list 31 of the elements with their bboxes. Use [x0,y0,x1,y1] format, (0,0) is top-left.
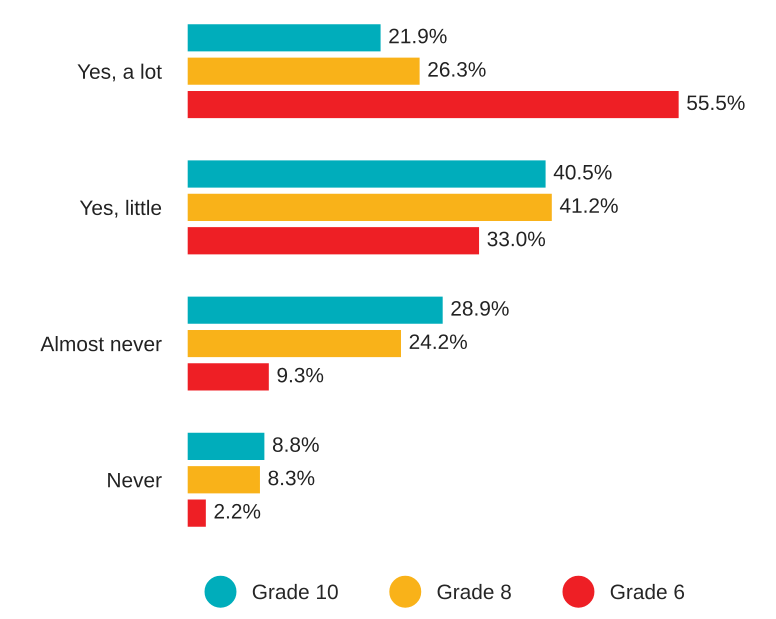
data-label: 55.5% [687,95,745,110]
bar [187,22,382,53]
data-label: 21.9% [389,28,447,44]
legend-label: Grade 8 [438,584,511,600]
data-label: 40.5% [554,164,612,180]
bar [187,464,262,495]
bar [187,90,680,120]
y-tick-label: Almost never [40,336,162,352]
data-label: 33.0% [487,232,546,246]
bar [187,431,266,462]
data-label: 8.3% [268,470,314,486]
data-label: 9.3% [277,368,324,382]
data-label: 8.8% [272,437,319,452]
bar [187,362,270,392]
data-label: 41.2% [560,198,618,213]
bar [187,226,480,256]
bar [187,498,208,528]
bar [187,295,444,326]
data-label: 24.2% [410,334,467,350]
bar [187,328,402,359]
data-label: 2.2% [214,504,260,519]
y-tick-label: Yes, a lot [78,64,162,82]
data-label: 26.3% [428,62,486,77]
legend-label: Grade 10 [252,584,338,600]
legend-label: Grade 6 [610,584,684,600]
bar [187,159,547,189]
bar [187,56,422,86]
y-tick-label: Never [108,472,162,488]
y-tick-label: Yes, little [80,200,162,218]
bar [187,192,554,222]
data-label: 28.9% [451,301,509,316]
